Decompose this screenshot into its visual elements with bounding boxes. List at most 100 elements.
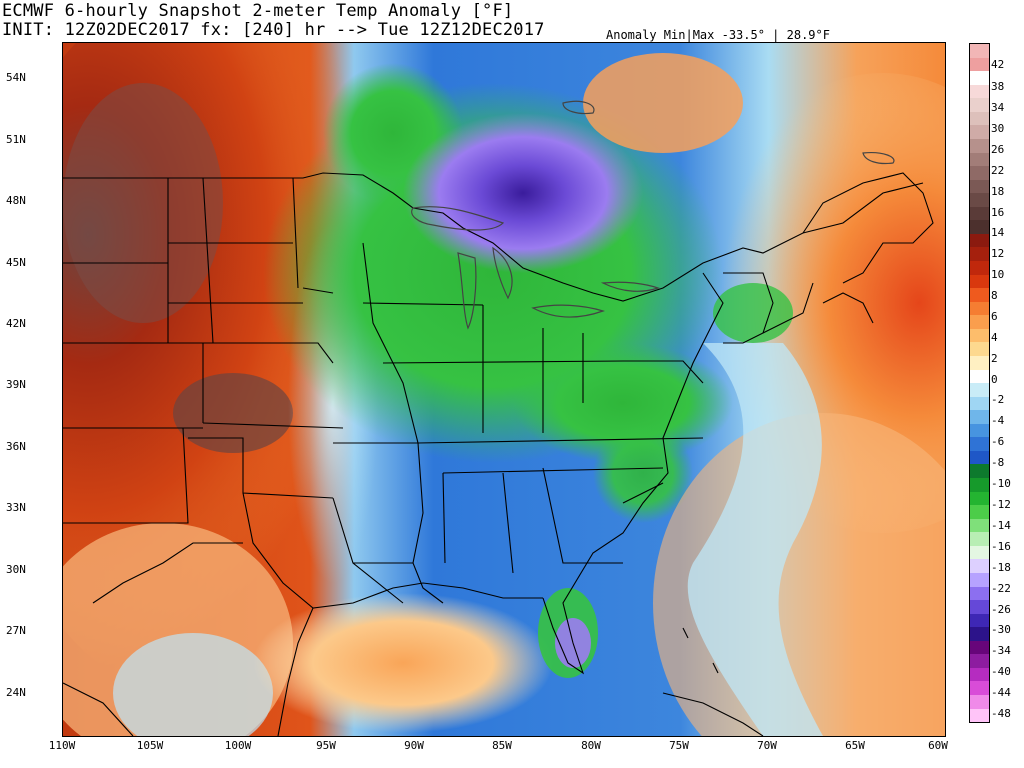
colorbar-label: -40 — [991, 665, 1011, 678]
colorbar-segment — [970, 532, 989, 546]
colorbar-label: 38 — [991, 80, 1005, 93]
colorbar-label: -30 — [991, 623, 1011, 636]
great-lakes-outlines — [411, 100, 895, 330]
colorbar-segment — [970, 559, 989, 573]
colorbar-segment — [970, 369, 989, 384]
colorbar-segment — [970, 179, 989, 194]
colorbar-label: 14 — [991, 226, 1005, 239]
colorbar-segment — [970, 708, 989, 723]
lat-label: 39N — [6, 378, 26, 391]
lon-label: 80W — [581, 739, 601, 752]
colorbar-label: 30 — [991, 122, 1005, 135]
colorbar-label: -22 — [991, 582, 1011, 595]
colorbar-label: 34 — [991, 101, 1005, 114]
colorbar-segment — [970, 220, 989, 234]
colorbar-segment — [970, 383, 989, 397]
colorbar-segment — [970, 437, 989, 451]
lat-label: 45N — [6, 256, 26, 269]
colorbar-segment — [970, 342, 989, 356]
colorbar-segment — [970, 111, 989, 126]
colorbar-segment — [970, 410, 989, 424]
colorbar-label: 8 — [991, 289, 998, 302]
colorbar-segment — [970, 572, 989, 587]
colorbar-segment — [970, 57, 989, 72]
colorbar-segment — [970, 71, 989, 85]
colorbar-label: 4 — [991, 331, 998, 344]
lat-label: 30N — [6, 563, 26, 576]
colorbar-label: 10 — [991, 268, 1005, 281]
colorbar-segment — [970, 654, 989, 668]
lat-label: 36N — [6, 440, 26, 453]
lat-label: 33N — [6, 501, 26, 514]
lon-label: 110W — [48, 739, 76, 752]
colorbar-segment — [970, 491, 989, 506]
lat-label: 54N — [6, 71, 26, 84]
colorbar-segment — [970, 640, 989, 655]
colorbar-label: -4 — [991, 414, 1005, 427]
colorbar-segment — [970, 396, 989, 411]
colorbar-segment — [970, 328, 989, 343]
colorbar-segment — [970, 545, 989, 560]
lat-label: 24N — [6, 686, 26, 699]
lon-label: 60W — [928, 739, 948, 752]
colorbar-segment — [970, 98, 989, 112]
colorbar-segment — [970, 478, 989, 492]
colorbar-segment — [970, 44, 989, 58]
colorbar-segment — [970, 667, 989, 682]
colorbar-segment — [970, 274, 989, 289]
colorbar-label: -44 — [991, 686, 1011, 699]
colorbar-segment — [970, 613, 989, 628]
colorbar-segment — [970, 423, 989, 438]
colorbar-label: -10 — [991, 477, 1011, 490]
colorbar-segment — [970, 315, 989, 329]
strongest-cold-core — [403, 113, 643, 273]
map-title: ECMWF 6-hourly Snapshot 2-meter Temp Ano… — [2, 1, 514, 21]
colorbar-segment — [970, 301, 989, 316]
colorbar-label: 12 — [991, 247, 1005, 260]
colorbar-label: 16 — [991, 206, 1005, 219]
colorbar-segment — [970, 505, 989, 519]
lat-label: 48N — [6, 194, 26, 207]
lon-label: 65W — [845, 739, 865, 752]
lat-label: 51N — [6, 133, 26, 146]
colorbar-label: -26 — [991, 603, 1011, 616]
colorbar-label: 6 — [991, 310, 998, 323]
lon-label: 75W — [669, 739, 689, 752]
init-forecast-line: INIT: 12Z02DEC2017 fx: [240] hr --> Tue … — [2, 20, 545, 40]
colorbar-label: 0 — [991, 373, 998, 386]
colorbar-segment — [970, 681, 989, 695]
colorbar-segment — [970, 206, 989, 221]
lon-label: 95W — [316, 739, 336, 752]
colorbar-label: -34 — [991, 644, 1011, 657]
lon-label: 70W — [757, 739, 777, 752]
temperature-anomaly-map[interactable] — [62, 42, 946, 737]
colorbar-label: 18 — [991, 185, 1005, 198]
political-boundaries — [63, 172, 934, 736]
colorbar-label: -6 — [991, 435, 1005, 448]
colorbar-label: -18 — [991, 561, 1011, 574]
colorbar-label: 26 — [991, 143, 1005, 156]
colorbar-label: 42 — [991, 58, 1005, 71]
colorbar-segment — [970, 695, 989, 709]
lon-label: 105W — [136, 739, 164, 752]
colorbar-segment — [970, 518, 989, 533]
colorbar-segment — [970, 600, 989, 614]
colorbar-label: -48 — [991, 707, 1011, 720]
colorbar-label: -8 — [991, 456, 1005, 469]
colorbar-segment — [970, 193, 989, 207]
colorbar-segment — [970, 84, 989, 99]
colorbar-segment — [970, 288, 989, 302]
lon-label: 100W — [224, 739, 252, 752]
colorbar-segment — [970, 233, 989, 248]
anomaly-colorbar — [969, 43, 990, 723]
colorbar-segment — [970, 261, 989, 275]
colorbar-label: -14 — [991, 519, 1011, 532]
colorbar-segment — [970, 125, 989, 139]
colorbar-segment — [970, 166, 989, 180]
colorbar-label: -12 — [991, 498, 1011, 511]
colorbar-label: -2 — [991, 393, 1005, 406]
colorbar-segment — [970, 586, 989, 601]
colorbar-segment — [970, 464, 989, 478]
colorbar-segment — [970, 247, 989, 261]
colorbar-label: -16 — [991, 540, 1011, 553]
